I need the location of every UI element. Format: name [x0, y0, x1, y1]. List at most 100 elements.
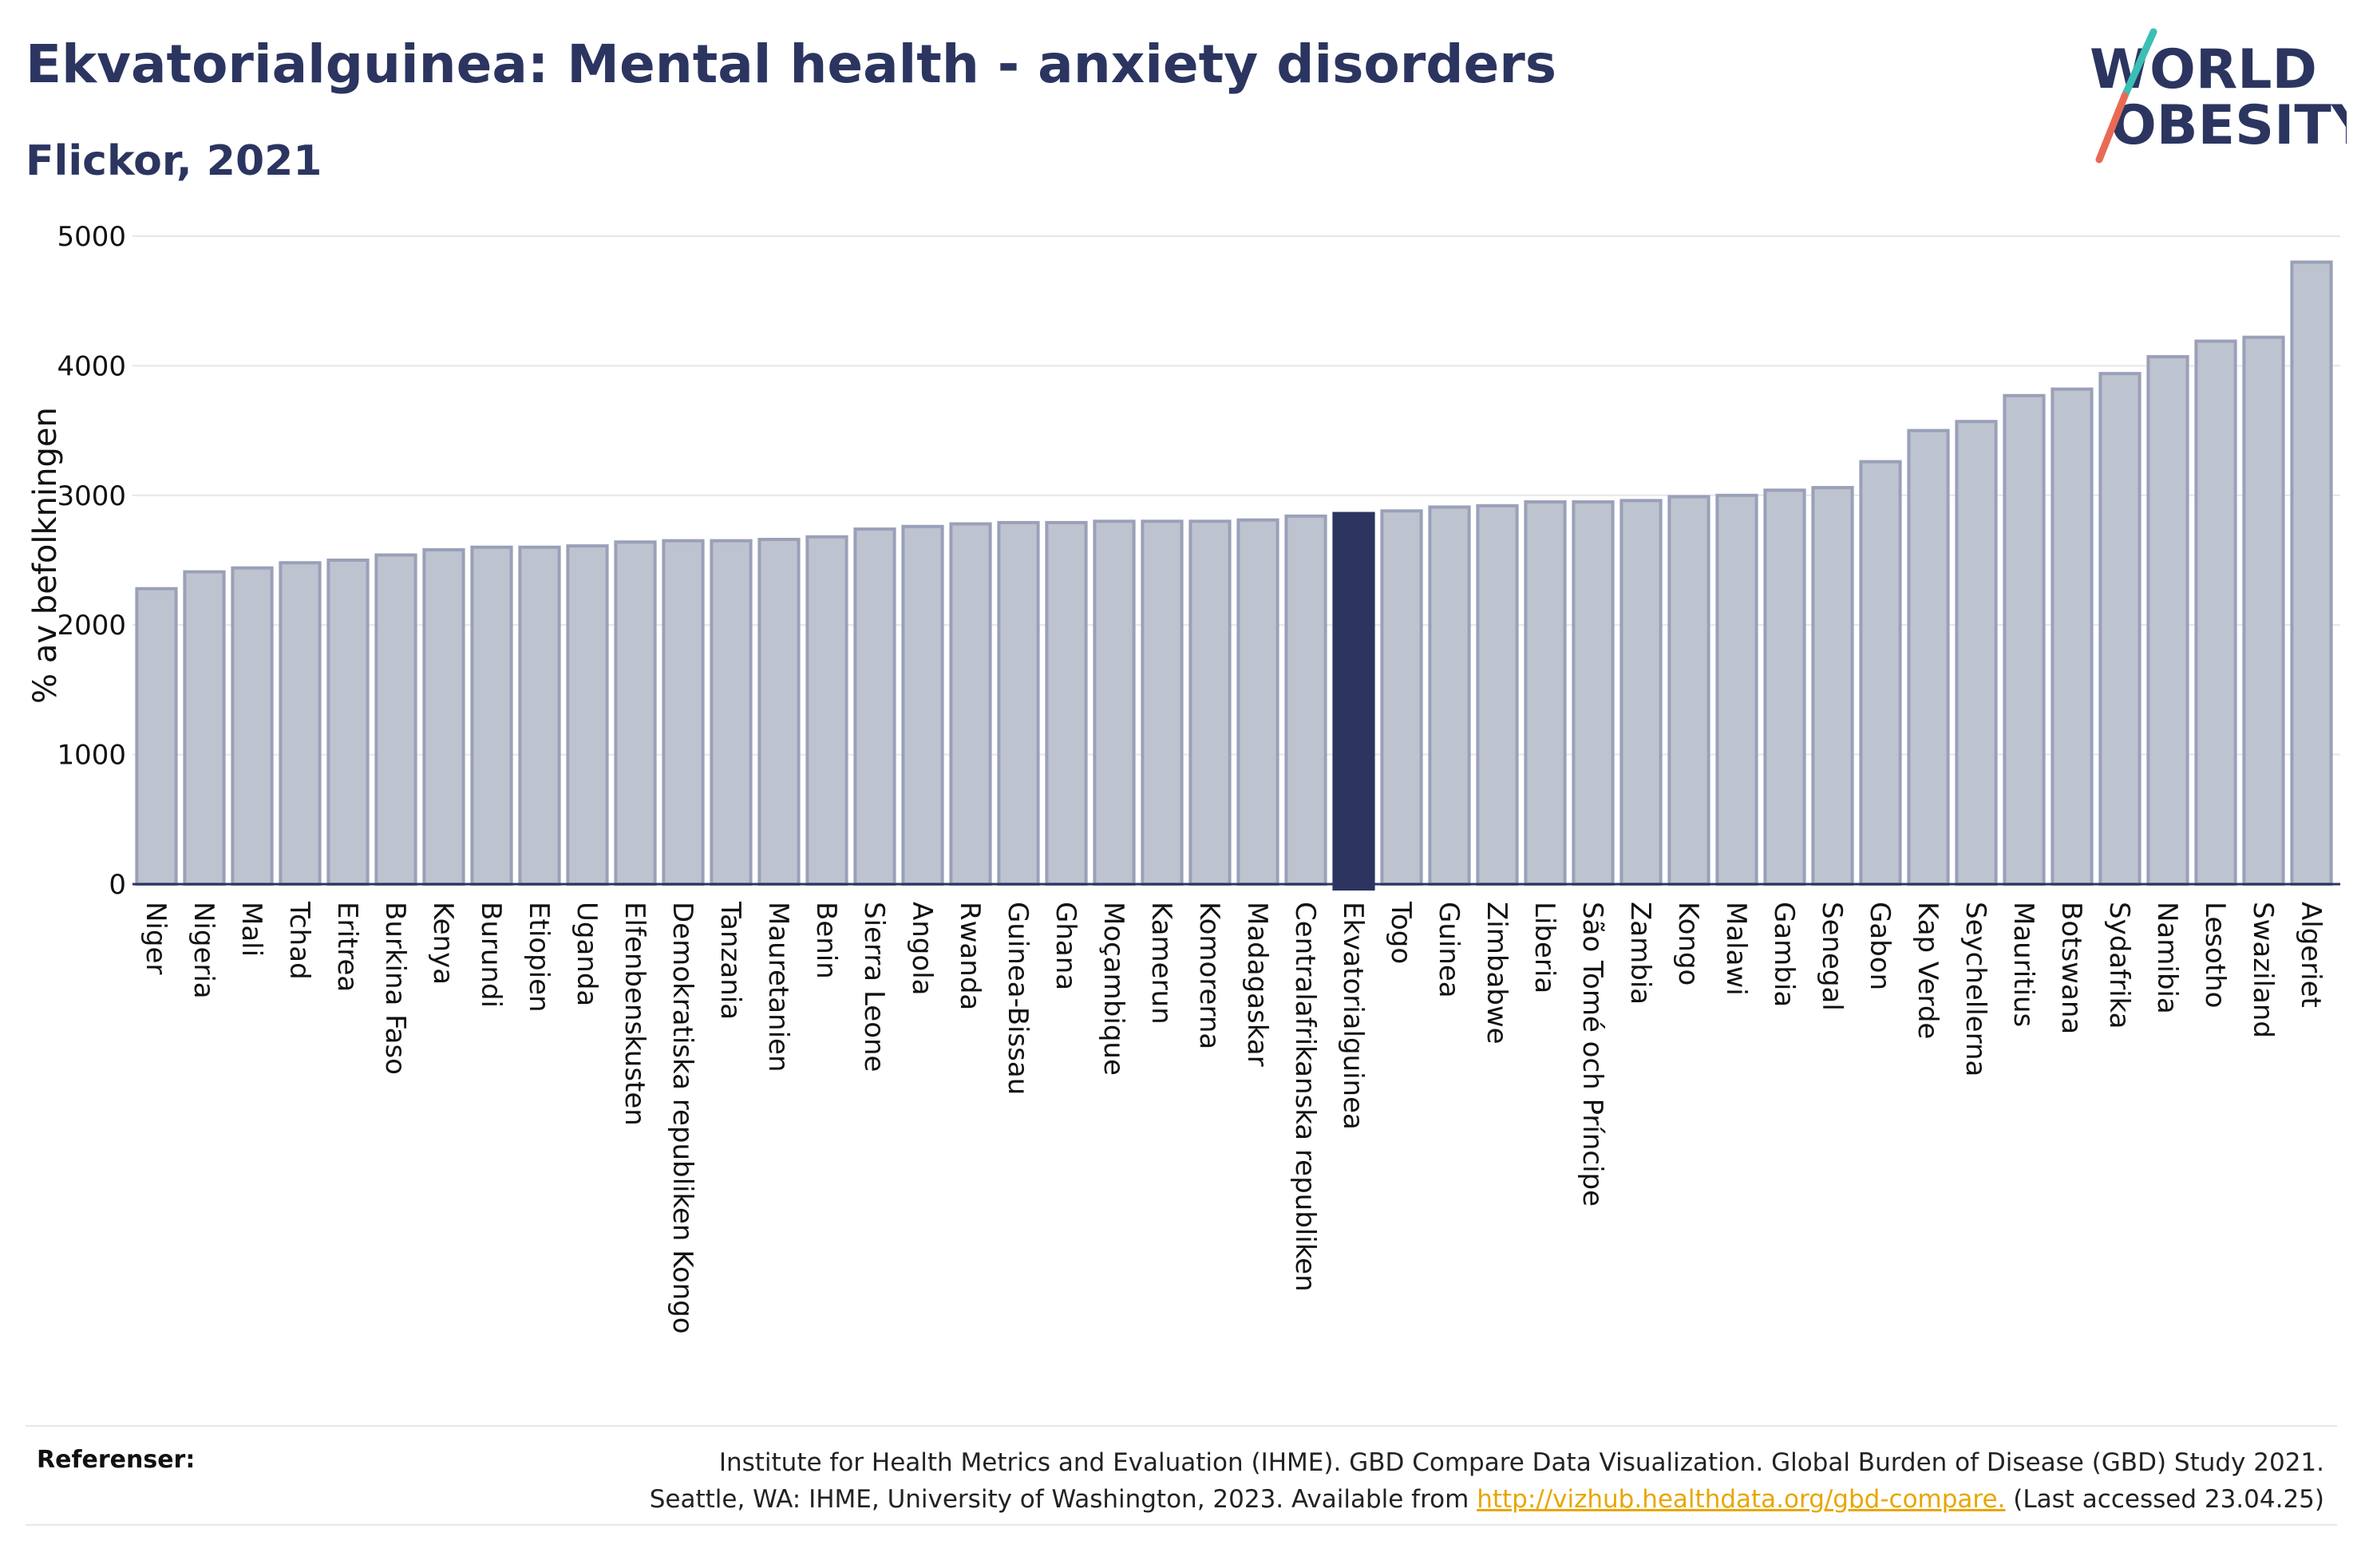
x-tick-label: Elfenbenskusten — [619, 902, 651, 1126]
x-tick-label: Tanzania — [714, 901, 746, 1020]
bar-guinea[interactable] — [1428, 505, 1471, 887]
y-tick-label: 0 — [109, 869, 126, 901]
references-label: Referenser: — [37, 1446, 196, 1474]
x-axis-ticks: Niger Nigeria Mali Tchad Eritrea Burkina Faso… — [140, 901, 2327, 1334]
x-tick-label: Algeriet — [2295, 902, 2327, 1008]
x-tick-label: Swaziland — [2247, 902, 2279, 1038]
y-axis-label: % av befolkningen — [27, 407, 64, 704]
y-tick-label: 5000 — [57, 221, 126, 253]
x-tick-label: Sydafrika — [2103, 902, 2135, 1029]
chart-subtitle: Flickor, 2021 — [26, 137, 322, 185]
x-tick-label: Burkina Faso — [379, 902, 411, 1075]
bar-zambia[interactable] — [1619, 499, 1663, 887]
bar-gambia[interactable] — [1763, 488, 1806, 887]
x-tick-label: Kap Verde — [1912, 902, 1944, 1039]
bar-algeriet[interactable] — [2290, 260, 2333, 887]
bar-sierra-leone[interactable] — [853, 527, 896, 886]
bar-zimbabwe[interactable] — [1476, 504, 1519, 886]
bar-guinea-bissau[interactable] — [997, 520, 1040, 886]
x-tick-label: Gambia — [1768, 902, 1800, 1007]
bar-s-o-tom-och-pr-ncipe[interactable] — [1572, 500, 1615, 886]
bar-liberia[interactable] — [1524, 500, 1567, 886]
x-tick-label: Zimbabwe — [1481, 902, 1513, 1045]
bar-mo-ambique[interactable] — [1093, 519, 1136, 887]
bar-elfenbenskusten[interactable] — [614, 540, 657, 886]
x-tick-label: Seychellerna — [1960, 902, 1991, 1076]
x-tick-label: Rwanda — [954, 902, 986, 1010]
x-tick-label: Burundi — [475, 902, 507, 1008]
x-tick-label: Mali — [235, 902, 267, 957]
bar-angola[interactable] — [901, 524, 944, 886]
footer-divider-top — [26, 1425, 2337, 1427]
logo-text-obesity: OBESITY — [2110, 94, 2347, 157]
x-tick-label: Ekvatorialguinea — [1337, 902, 1369, 1130]
chart-title: Ekvatorialguinea: Mental health - anxiet… — [26, 34, 1557, 95]
bar-uganda[interactable] — [566, 544, 609, 886]
x-tick-label: Botswana — [2055, 902, 2087, 1034]
bar-mauretanien[interactable] — [757, 538, 801, 886]
y-tick-label: 2000 — [57, 610, 126, 642]
x-tick-label: Demokratiska republiken Kongo — [666, 902, 698, 1334]
bar-kenya[interactable] — [422, 548, 465, 886]
bar-senegal[interactable] — [1811, 486, 1854, 887]
bars — [135, 260, 2333, 891]
bar-nigeria[interactable] — [183, 570, 226, 887]
bar-demokratiska-republiken-kongo[interactable] — [662, 539, 705, 886]
x-tick-label: Komorerna — [1193, 902, 1225, 1049]
x-tick-label: Zambia — [1624, 902, 1656, 1005]
bar-burundi[interactable] — [470, 545, 513, 886]
bar-namibia[interactable] — [2146, 355, 2189, 887]
bar-tchad[interactable] — [279, 561, 322, 886]
bar-malawi[interactable] — [1715, 493, 1758, 886]
bar-botswana[interactable] — [2051, 387, 2094, 886]
bar-ghana[interactable] — [1045, 520, 1088, 886]
x-tick-label: Kongo — [1672, 902, 1704, 985]
x-tick-label: Mauritius — [2007, 902, 2039, 1027]
x-tick-label: Guinea-Bissau — [1002, 902, 1034, 1095]
reference-line-2-post: (Last accessed 23.04.25) — [2005, 1485, 2324, 1514]
bar-tanzania[interactable] — [710, 539, 753, 886]
bar-ekvatorialguinea[interactable] — [1332, 511, 1375, 891]
x-tick-label: Kamerun — [1145, 902, 1177, 1025]
bar-centralafrikanska-republiken[interactable] — [1284, 514, 1327, 886]
bar-komorerna[interactable] — [1188, 519, 1232, 887]
bar-kongo[interactable] — [1667, 495, 1710, 886]
bar-eritrea[interactable] — [326, 559, 370, 886]
x-tick-label: Angola — [906, 902, 938, 995]
bar-mauritius[interactable] — [2003, 393, 2046, 886]
bar-madagaskar[interactable] — [1236, 518, 1279, 886]
x-tick-label: Etiopien — [523, 902, 555, 1013]
bar-benin[interactable] — [805, 535, 848, 886]
bar-togo[interactable] — [1380, 509, 1423, 887]
bar-niger[interactable] — [135, 587, 178, 887]
x-tick-label: Benin — [810, 902, 842, 979]
x-tick-label: Tchad — [283, 901, 315, 980]
x-tick-label: Kenya — [427, 902, 459, 985]
bar-seychellerna[interactable] — [1955, 420, 1998, 886]
bar-etiopien[interactable] — [518, 545, 561, 886]
x-tick-label: Malawi — [1720, 902, 1752, 996]
world-obesity-logo: WORLD OBESITY — [2090, 28, 2347, 164]
x-tick-label: Togo — [1385, 901, 1417, 964]
reference-link[interactable]: http://vizhub.healthdata.org/gbd-compare… — [1477, 1485, 2006, 1514]
bar-kap-verde[interactable] — [1907, 429, 1950, 886]
bar-rwanda[interactable] — [949, 522, 992, 886]
x-tick-label: Centralafrikanska republiken — [1289, 902, 1321, 1292]
bar-lesotho[interactable] — [2194, 339, 2237, 886]
x-tick-label: Niger — [140, 902, 172, 974]
x-tick-label: Ghana — [1050, 902, 1082, 990]
bar-swaziland[interactable] — [2242, 335, 2285, 886]
bar-sydafrika[interactable] — [2098, 372, 2142, 887]
bar-gabon[interactable] — [1859, 460, 1902, 886]
bar-kamerun[interactable] — [1141, 519, 1184, 887]
logo-slash-coral — [2095, 92, 2129, 164]
bar-burkina-faso[interactable] — [374, 553, 417, 887]
y-tick-label: 3000 — [57, 480, 126, 512]
footer-divider-bottom — [26, 1524, 2337, 1526]
x-tick-label: Senegal — [1816, 902, 1848, 1011]
bar-mali[interactable] — [231, 566, 274, 887]
y-axis-ticks: 0 1000 2000 3000 4000 5000 — [57, 221, 126, 901]
logo-slash-teal — [2121, 28, 2157, 100]
reference-line-1: Institute for Health Metrics and Evaluat… — [718, 1448, 2324, 1477]
x-tick-label: Moçambique — [1097, 902, 1129, 1076]
